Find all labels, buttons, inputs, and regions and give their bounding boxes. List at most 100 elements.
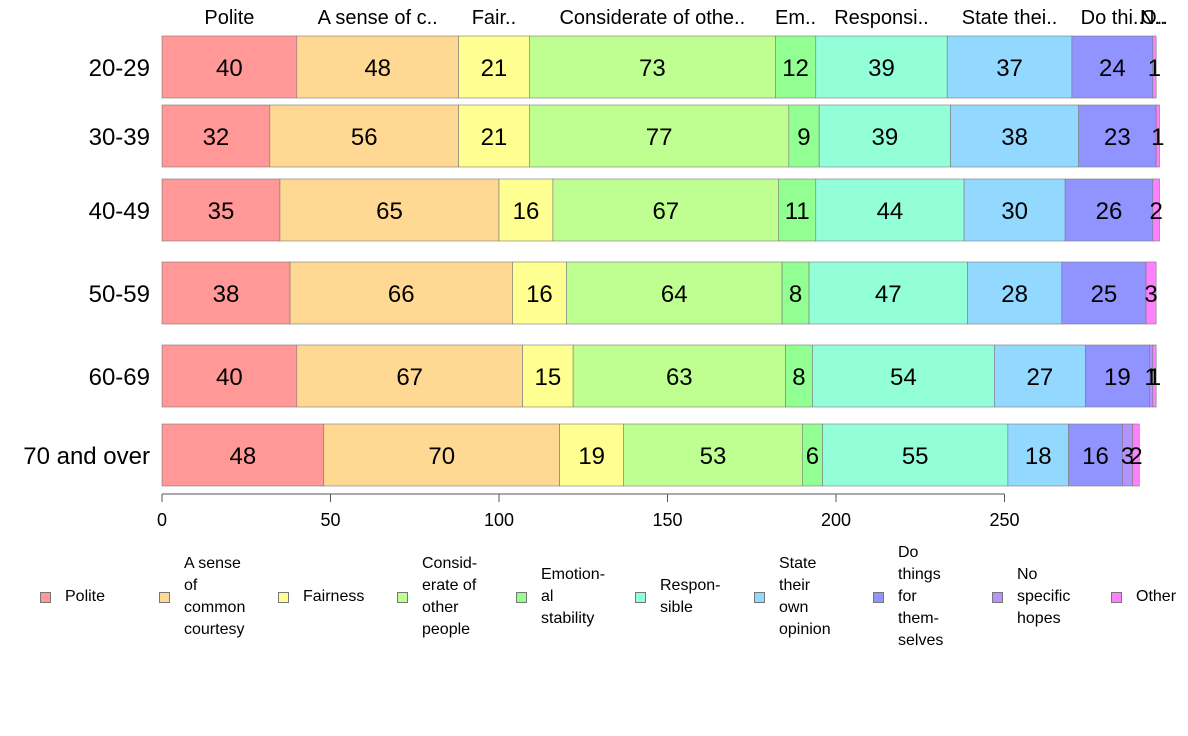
bar-segment — [458, 35, 530, 99]
legend: Polite A sense of common courtesy Fairness… — [0, 540, 1188, 660]
bar-segment — [1061, 261, 1147, 325]
category-label: 60-69 — [89, 364, 150, 391]
legend-item: A sense of common courtesy — [159, 553, 245, 641]
data-label: 19 — [578, 443, 605, 470]
bar-segment — [529, 104, 790, 168]
series-header: Em.. — [775, 7, 816, 29]
legend-swatch — [40, 591, 51, 603]
legend-item: Respon- sible — [635, 575, 720, 619]
bar-segment — [963, 178, 1066, 242]
data-label: 21 — [481, 124, 508, 151]
data-label: 18 — [1025, 443, 1052, 470]
bar-segment — [1085, 344, 1150, 408]
data-label: 70 — [428, 443, 455, 470]
data-label: 65 — [376, 198, 403, 225]
data-label: 1 — [1151, 124, 1164, 151]
data-label: 38 — [213, 281, 240, 308]
category-label: 40-49 — [89, 198, 150, 225]
data-label: 56 — [351, 124, 378, 151]
bar-segment — [815, 35, 948, 99]
data-label: 26 — [1096, 198, 1123, 225]
legend-label: State their own opinion — [779, 555, 831, 638]
bar-segment — [950, 104, 1079, 168]
bar-segment — [812, 344, 995, 408]
series-header: N.. — [1140, 7, 1166, 29]
data-label: 35 — [208, 198, 235, 225]
legend-label: Fairness — [303, 588, 365, 605]
series-header: A sense of c.. — [318, 7, 438, 29]
bar-segment — [1068, 423, 1123, 487]
data-label: 48 — [230, 443, 257, 470]
data-label: 30 — [1001, 198, 1028, 225]
bar-segment — [572, 344, 786, 408]
legend-swatch — [992, 591, 1003, 603]
bar-segment — [815, 178, 965, 242]
legend-item: No specific hopes — [992, 564, 1070, 630]
bar-segment — [623, 423, 803, 487]
bar-segment — [1155, 104, 1160, 168]
data-label: 16 — [513, 198, 540, 225]
data-label: 28 — [1001, 281, 1028, 308]
data-label: 8 — [789, 281, 802, 308]
data-label: 38 — [1001, 124, 1028, 151]
category-label: 70 and over — [23, 443, 150, 470]
data-label: 1 — [1148, 364, 1161, 391]
data-label: 8 — [792, 364, 805, 391]
legend-swatch — [397, 591, 408, 603]
legend-label: A sense of common courtesy — [184, 555, 246, 638]
data-label: 11 — [785, 198, 810, 225]
bar-segment — [781, 261, 810, 325]
legend-label: Consid- erate of other people — [422, 555, 478, 638]
bar-segment — [566, 261, 783, 325]
data-label: 54 — [890, 364, 917, 391]
series-header: Do thi.. — [1081, 7, 1144, 29]
bar-segment — [775, 35, 817, 99]
bar-segment — [1007, 423, 1069, 487]
bar-segment — [778, 178, 817, 242]
data-label: 48 — [364, 55, 391, 82]
data-label: 9 — [797, 124, 810, 151]
data-label: 2 — [1129, 443, 1142, 470]
bar-segment — [552, 178, 780, 242]
bar-segment — [529, 35, 776, 99]
data-label: 47 — [875, 281, 902, 308]
legend-item: Consid- erate of other people — [397, 553, 477, 641]
bar-segment — [161, 344, 298, 408]
bar-segment — [946, 35, 1073, 99]
data-label: 27 — [1027, 364, 1054, 391]
data-label: 25 — [1091, 281, 1118, 308]
bar-segment — [1132, 423, 1140, 487]
bar-segment — [822, 423, 1009, 487]
legend-swatch — [754, 591, 765, 603]
x-tick-label: 50 — [320, 510, 340, 530]
data-label: 40 — [216, 364, 243, 391]
category-label: 30-39 — [89, 124, 150, 151]
bar-segment — [785, 344, 813, 408]
data-label: 53 — [700, 443, 727, 470]
bar-segment — [296, 344, 523, 408]
legend-label: Respon- sible — [660, 577, 721, 616]
data-label: 16 — [1082, 443, 1109, 470]
x-tick-label: 0 — [157, 510, 167, 530]
bar-segment — [161, 423, 325, 487]
bar-segment — [458, 104, 530, 168]
data-label: 66 — [388, 281, 415, 308]
series-header: Fair.. — [472, 7, 516, 29]
bar-segment — [161, 178, 281, 242]
legend-label: Polite — [65, 588, 106, 605]
bar-segment — [1152, 344, 1157, 408]
legend-item: Emotion- al stability — [516, 564, 605, 630]
bar-segment — [296, 35, 459, 99]
series-header: O.. — [1141, 7, 1168, 29]
bar-segment — [161, 104, 271, 168]
bar-segment — [161, 261, 291, 325]
data-label: 2 — [1149, 198, 1162, 225]
data-label: 32 — [203, 124, 230, 151]
bar-segment — [522, 344, 574, 408]
bar-segment — [559, 423, 624, 487]
data-label: 24 — [1099, 55, 1126, 82]
legend-item: Other — [1111, 586, 1176, 608]
legend-label: Other — [1136, 588, 1177, 605]
data-label: 39 — [868, 55, 895, 82]
